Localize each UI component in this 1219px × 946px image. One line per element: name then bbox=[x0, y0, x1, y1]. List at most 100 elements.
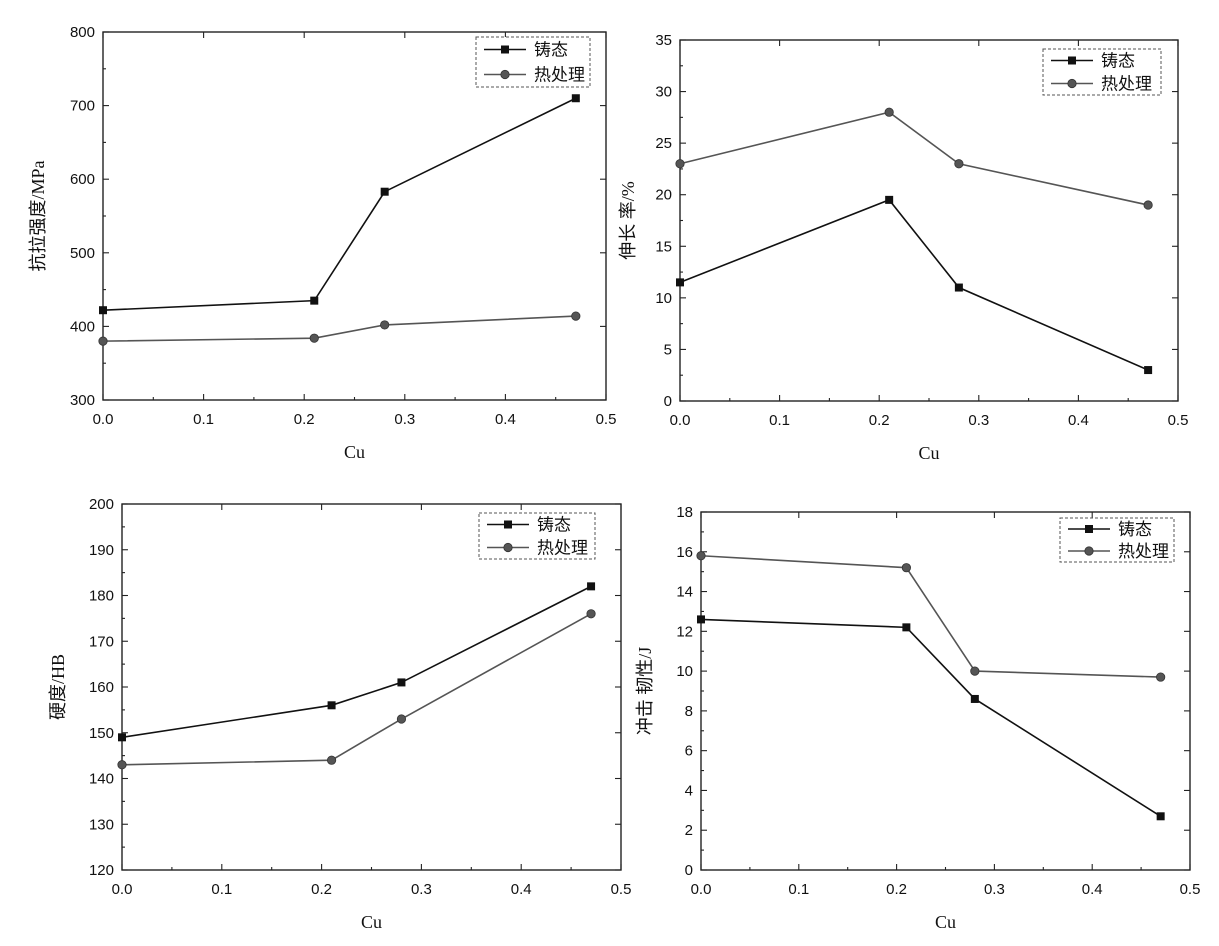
legend-label: 铸态 bbox=[534, 41, 568, 61]
y-tick-label: 25 bbox=[655, 135, 672, 152]
y-tick-label: 20 bbox=[655, 187, 672, 204]
data-point-square bbox=[970, 694, 979, 703]
x-tick-label: 0.4 bbox=[495, 411, 516, 428]
x-axis-title: Cu bbox=[361, 912, 382, 932]
series-line-1 bbox=[102, 97, 577, 312]
data-point-circle bbox=[954, 159, 964, 169]
y-tick-label: 180 bbox=[89, 588, 114, 605]
x-tick-label: 0.3 bbox=[411, 881, 432, 898]
data-point-square bbox=[587, 582, 596, 591]
y-axis-title: 伸长 率/% bbox=[618, 181, 638, 260]
y-tick-label: 10 bbox=[655, 290, 672, 307]
y-tick-label: 300 bbox=[70, 392, 95, 409]
series-line-1 bbox=[700, 618, 1162, 817]
chart-panel-3: 0.0 0.1 0.2 0.3 0.4 0.5 120 130 140 150 160 170 180 1… bbox=[48, 496, 631, 932]
y-tick-label: 4 bbox=[685, 782, 693, 799]
data-point-circle bbox=[884, 107, 894, 117]
legend-label: 铸态 bbox=[1101, 52, 1135, 72]
legend-label: 铸态 bbox=[537, 516, 571, 536]
x-tick-label: 0.3 bbox=[394, 411, 415, 428]
y-tick-label: 400 bbox=[70, 318, 95, 335]
y-tick-label: 15 bbox=[655, 238, 672, 255]
data-point-square bbox=[902, 623, 911, 632]
x-tick-label: 0.0 bbox=[112, 881, 133, 898]
y-tick-label: 200 bbox=[89, 496, 114, 513]
legend-marker-square bbox=[1068, 56, 1076, 65]
data-point-circle bbox=[309, 333, 319, 343]
x-tick-label: 0.0 bbox=[93, 411, 114, 428]
data-point-square bbox=[380, 187, 389, 196]
y-tick-label: 8 bbox=[685, 703, 693, 720]
plot-frame bbox=[102, 31, 607, 401]
y-tick-label: 190 bbox=[89, 542, 114, 559]
legend-label: 热处理 bbox=[537, 539, 588, 559]
legend-label: 热处理 bbox=[1101, 75, 1152, 95]
legend-box bbox=[478, 512, 596, 560]
series-line-2 bbox=[679, 111, 1149, 206]
y-tick-label: 130 bbox=[89, 816, 114, 833]
x-tick-label: 0.1 bbox=[769, 412, 790, 429]
x-tick-label: 0.4 bbox=[1082, 881, 1103, 898]
legend-label: 铸态 bbox=[1118, 520, 1152, 540]
y-axis-title: 硬度/HB bbox=[48, 654, 68, 720]
data-point-square bbox=[1156, 812, 1165, 821]
series-line-1 bbox=[679, 198, 1149, 371]
y-axis-title: 抗拉强度/MPa bbox=[28, 160, 48, 271]
series-line-2 bbox=[121, 613, 592, 766]
y-tick-label: 35 bbox=[655, 32, 672, 49]
y-tick-label: 14 bbox=[676, 584, 693, 601]
data-point-square bbox=[1144, 366, 1153, 375]
data-point-circle bbox=[970, 666, 980, 676]
legend-marker-circle bbox=[1067, 78, 1077, 89]
data-point-square bbox=[397, 678, 406, 687]
plot-frame bbox=[700, 511, 1191, 871]
series-line-1 bbox=[121, 585, 592, 739]
data-point-square bbox=[118, 733, 126, 742]
data-point-circle bbox=[98, 336, 108, 346]
legend-marker-circle bbox=[500, 69, 510, 80]
y-tick-label: 160 bbox=[89, 679, 114, 696]
y-tick-label: 30 bbox=[655, 84, 672, 101]
data-point-circle bbox=[901, 563, 911, 573]
data-point-circle bbox=[571, 311, 581, 321]
series-line-2 bbox=[700, 554, 1161, 678]
chart-panel-4: 0.0 0.1 0.2 0.3 0.4 0.5 0 2 4 6 8 10 12 14 16 18 Cu 冲击 韧性… bbox=[635, 504, 1200, 932]
data-point-square bbox=[676, 278, 684, 287]
x-tick-label: 0.4 bbox=[511, 881, 532, 898]
x-tick-label: 0.0 bbox=[670, 412, 691, 429]
y-tick-label: 16 bbox=[676, 544, 693, 561]
x-axis-title: Cu bbox=[918, 443, 939, 463]
y-tick-label: 800 bbox=[70, 24, 95, 41]
x-tick-label: 0.3 bbox=[984, 881, 1005, 898]
data-point-square bbox=[885, 195, 894, 204]
x-tick-label: 0.2 bbox=[294, 411, 315, 428]
legend-box bbox=[475, 36, 591, 88]
data-point-square bbox=[697, 615, 705, 624]
data-point-square bbox=[327, 701, 336, 710]
data-point-square bbox=[310, 296, 319, 305]
series-line-2 bbox=[102, 315, 576, 342]
data-point-circle bbox=[1143, 200, 1153, 210]
y-tick-label: 170 bbox=[89, 633, 114, 650]
x-tick-label: 0.5 bbox=[596, 411, 617, 428]
y-tick-label: 500 bbox=[70, 245, 95, 262]
y-tick-label: 700 bbox=[70, 98, 95, 115]
data-point-circle bbox=[675, 159, 685, 169]
legend-label: 热处理 bbox=[534, 66, 585, 86]
x-tick-label: 0.3 bbox=[968, 412, 989, 429]
x-axis-title: Cu bbox=[935, 912, 956, 932]
x-tick-label: 0.2 bbox=[869, 412, 890, 429]
y-axis-title: 冲击 韧性/J bbox=[635, 647, 655, 736]
y-tick-label: 600 bbox=[70, 171, 95, 188]
data-point-square bbox=[99, 306, 107, 315]
y-tick-label: 150 bbox=[89, 725, 114, 742]
x-tick-label: 0.5 bbox=[1180, 881, 1201, 898]
legend-marker-circle bbox=[1084, 546, 1094, 556]
y-tick-label: 2 bbox=[685, 822, 693, 839]
legend-box bbox=[1059, 517, 1175, 563]
chart-panel-2: 0.0 0.1 0.2 0.3 0.4 0.5 0 5 10 15 20 25 30 35 Cu 伸长 率/%… bbox=[618, 32, 1188, 463]
